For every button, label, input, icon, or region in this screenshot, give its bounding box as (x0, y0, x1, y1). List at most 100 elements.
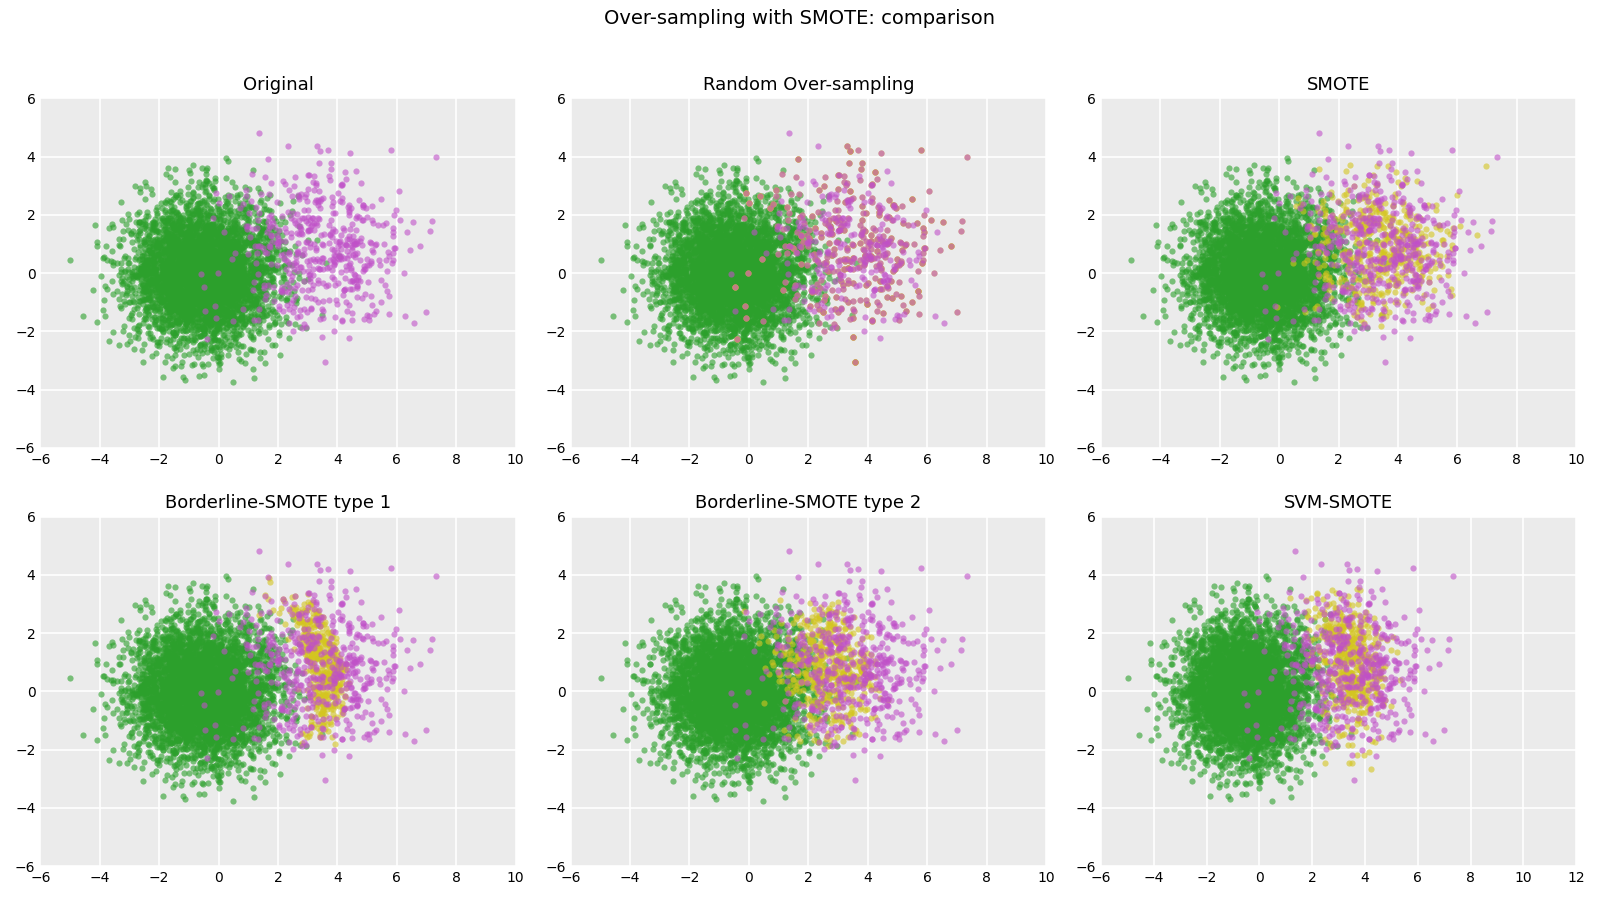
Point (1230, 649, 1256, 663)
Point (758, 772, 784, 787)
Point (144, 764, 170, 778)
Point (1269, 255, 1294, 269)
Point (1344, 236, 1370, 250)
Point (334, 250, 360, 265)
Point (82, 635, 107, 650)
Point (1192, 248, 1218, 263)
Point (150, 683, 176, 698)
Point (219, 250, 245, 265)
Point (198, 698, 224, 712)
Point (206, 289, 232, 303)
Point (211, 674, 237, 688)
Point (702, 668, 728, 682)
Point (683, 269, 709, 284)
Point (826, 684, 851, 698)
Point (685, 670, 710, 685)
Point (206, 703, 232, 717)
Point (1370, 691, 1395, 706)
Point (1238, 626, 1264, 640)
Point (1251, 249, 1277, 264)
Point (107, 299, 133, 313)
Point (795, 653, 821, 668)
Point (1208, 685, 1234, 699)
Point (1280, 709, 1306, 724)
Point (1181, 686, 1206, 700)
Point (749, 246, 774, 260)
Point (154, 632, 179, 646)
Point (192, 680, 218, 694)
Point (214, 194, 240, 209)
Point (680, 281, 706, 295)
Point (734, 719, 760, 733)
Point (1299, 235, 1325, 249)
Point (690, 318, 715, 332)
Point (189, 292, 214, 307)
Point (171, 239, 197, 254)
Point (800, 609, 826, 624)
Point (210, 267, 235, 282)
Point (1317, 630, 1342, 644)
Point (702, 267, 728, 282)
Point (277, 316, 302, 330)
Point (139, 717, 165, 732)
Point (715, 297, 741, 311)
Point (168, 256, 194, 270)
Point (278, 705, 304, 719)
Point (728, 343, 754, 357)
Point (725, 649, 750, 663)
Point (688, 227, 714, 241)
Point (149, 275, 174, 290)
Point (712, 672, 738, 687)
Point (299, 687, 325, 701)
Point (338, 674, 363, 688)
Point (694, 716, 720, 730)
Point (1219, 616, 1245, 630)
Point (1208, 729, 1234, 743)
Point (203, 711, 229, 725)
Point (691, 642, 717, 656)
Point (1246, 297, 1272, 311)
Point (1277, 688, 1302, 702)
Point (1262, 270, 1288, 284)
Point (1251, 673, 1277, 688)
Point (301, 655, 326, 670)
Point (1242, 242, 1267, 256)
Point (1219, 667, 1245, 681)
Point (1298, 266, 1323, 280)
Point (1235, 224, 1261, 238)
Point (259, 234, 285, 248)
Point (360, 716, 386, 731)
Point (186, 312, 211, 327)
Point (174, 296, 200, 310)
Point (1240, 218, 1266, 232)
Point (746, 210, 771, 224)
Point (718, 670, 744, 684)
Point (813, 216, 838, 230)
Point (240, 671, 266, 686)
Point (189, 236, 214, 250)
Point (1349, 666, 1374, 680)
Point (154, 702, 179, 716)
Point (222, 304, 248, 319)
Point (320, 670, 346, 685)
Point (134, 299, 160, 313)
Point (274, 680, 299, 695)
Point (683, 300, 709, 314)
Point (214, 275, 240, 290)
Point (816, 212, 842, 227)
Point (1338, 665, 1363, 680)
Point (741, 254, 766, 268)
Point (758, 308, 784, 322)
Point (726, 310, 752, 324)
Point (1190, 293, 1216, 308)
Point (691, 263, 717, 277)
Point (722, 218, 747, 232)
Point (214, 295, 240, 310)
Point (1275, 295, 1301, 310)
Point (190, 676, 216, 690)
Point (730, 299, 755, 313)
Point (1280, 677, 1306, 691)
Point (771, 684, 797, 698)
Point (733, 279, 758, 293)
Point (1365, 194, 1390, 208)
